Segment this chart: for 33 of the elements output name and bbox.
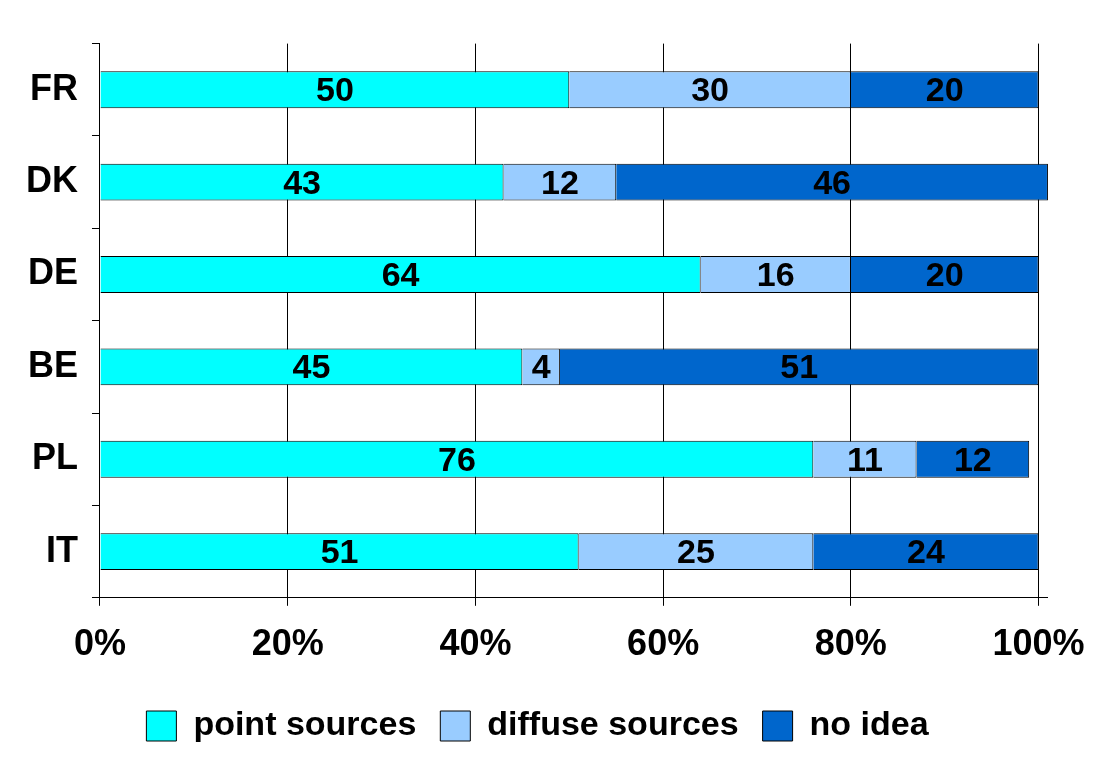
data-label: 46 <box>813 162 851 201</box>
data-label: 76 <box>437 439 476 478</box>
x-tick-label: 100% <box>992 622 1085 664</box>
legend-label: point sources <box>193 704 417 743</box>
data-label: 51 <box>320 531 359 570</box>
y-tick-label: IT <box>46 528 78 570</box>
data-label: 30 <box>691 70 729 109</box>
data-label: 24 <box>907 531 945 570</box>
x-tick-label: 0% <box>73 622 127 664</box>
data-label: 12 <box>540 162 579 201</box>
data-label: 25 <box>677 531 715 570</box>
data-label: 20 <box>925 254 964 293</box>
x-tick-label: 40% <box>439 622 512 664</box>
data-label: 45 <box>292 347 331 386</box>
y-tick-label: FR <box>30 66 78 108</box>
data-label: 43 <box>283 162 321 201</box>
data-label: 12 <box>953 439 992 478</box>
data-label: 64 <box>381 254 420 293</box>
legend-label: no idea <box>809 704 930 743</box>
x-tick-label: 20% <box>251 622 324 664</box>
y-tick-label: PL <box>31 436 78 478</box>
data-label: 11 <box>846 439 883 478</box>
x-tick-label: 60% <box>627 622 700 664</box>
data-label: 51 <box>780 347 819 386</box>
x-tick-label: 80% <box>814 622 887 664</box>
y-tick-label: DE <box>27 251 78 293</box>
data-label: 16 <box>756 254 795 293</box>
y-tick-label: BE <box>27 343 78 385</box>
legend-label: diffuse sources <box>487 704 739 743</box>
data-label: 4 <box>531 347 551 386</box>
data-label: 50 <box>315 70 354 109</box>
data-label: 20 <box>925 70 964 109</box>
y-tick-label: DK <box>26 159 78 201</box>
